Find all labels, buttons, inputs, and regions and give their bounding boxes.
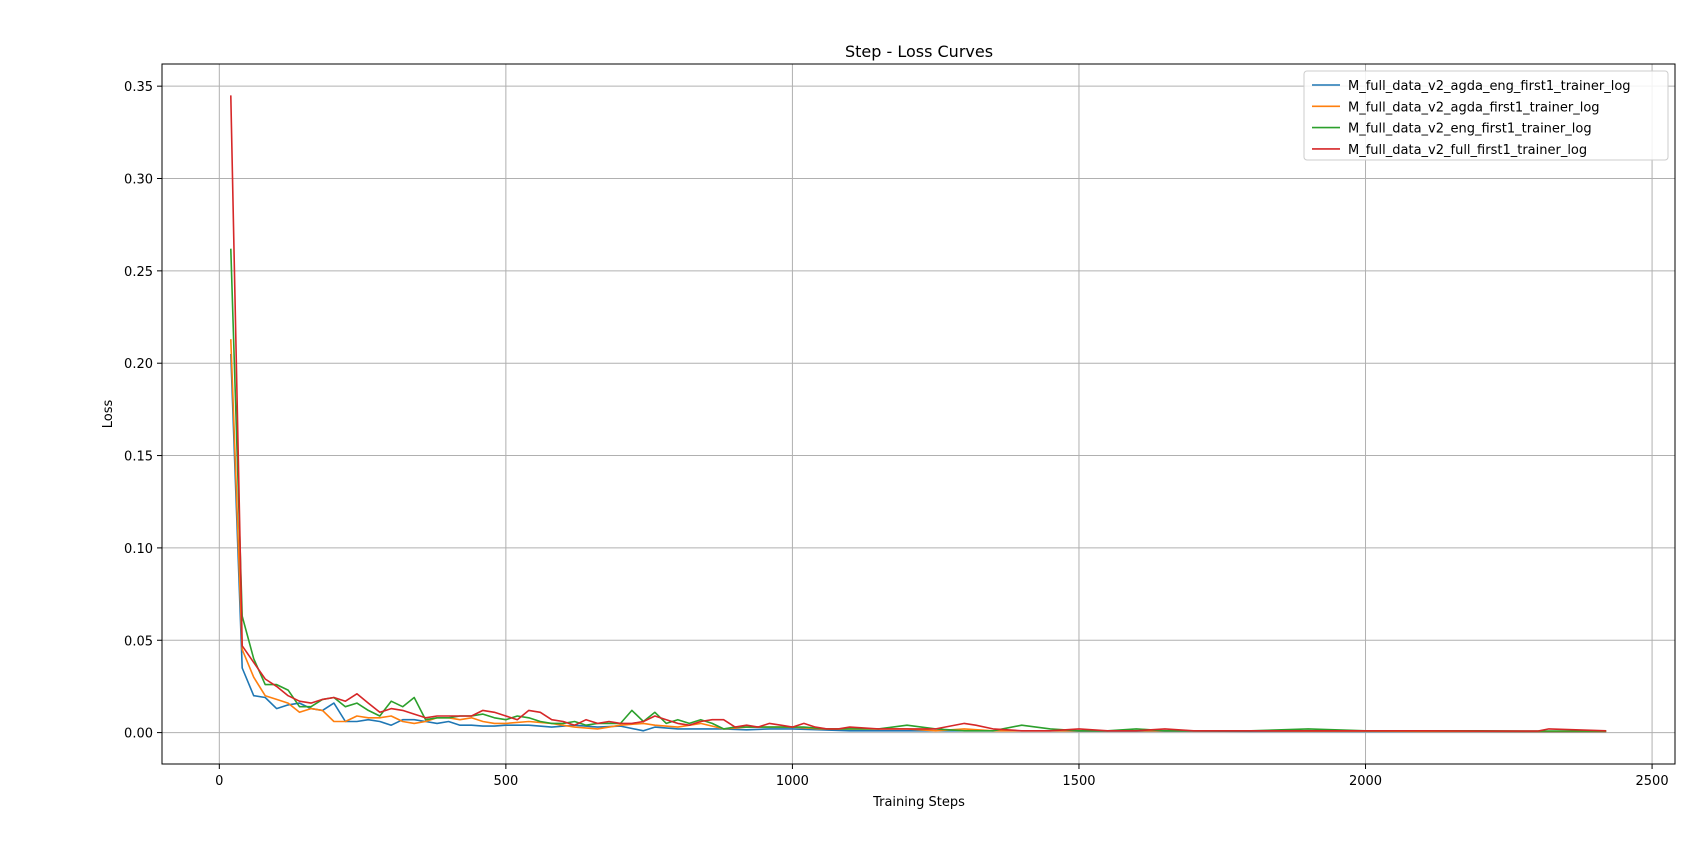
y-tick-label: 0.25 — [124, 265, 153, 280]
series-lines — [230, 95, 1607, 733]
x-axis-label: Training Steps — [872, 795, 965, 810]
legend-label: M_full_data_v2_eng_first1_trainer_log — [1348, 122, 1592, 137]
legend-box — [1303, 70, 1669, 161]
x-tick-label: 0 — [215, 774, 223, 789]
x-tick-label: 2500 — [1636, 774, 1669, 789]
grid-lines — [162, 64, 1675, 764]
chart-title: Step - Loss Curves — [845, 42, 993, 61]
x-tick-label: 1000 — [776, 774, 809, 789]
x-tick-label: 500 — [493, 774, 518, 789]
x-tick-label: 2000 — [1349, 774, 1382, 789]
y-tick-label: 0.30 — [124, 173, 153, 188]
y-tick-label: 0.35 — [124, 80, 153, 95]
y-tick-label: 0.15 — [124, 450, 153, 465]
y-tick-label: 0.10 — [124, 542, 153, 557]
legend-label: M_full_data_v2_full_first1_trainer_log — [1348, 143, 1587, 158]
x-tick-label: 1500 — [1062, 774, 1095, 789]
x-axis-ticks: 0 500 1000 1500 2000 2500 — [215, 764, 1669, 789]
y-axis-label: Loss — [101, 400, 116, 429]
y-axis-ticks: 0.00 0.05 0.10 0.15 0.20 0.25 0.30 0.35 — [124, 80, 162, 742]
legend-label: M_full_data_v2_agda_first1_trainer_log — [1348, 100, 1600, 115]
y-tick-label: 0.05 — [124, 634, 153, 649]
legend-label: M_full_data_v2_agda_eng_first1_trainer_l… — [1348, 79, 1631, 94]
series-line-4 — [230, 95, 1607, 732]
legend: M_full_data_v2_agda_eng_first1_trainer_l… — [1303, 70, 1669, 161]
y-tick-label: 0.20 — [124, 357, 153, 372]
y-tick-label: 0.00 — [124, 727, 153, 742]
plot-frame — [161, 63, 1676, 765]
